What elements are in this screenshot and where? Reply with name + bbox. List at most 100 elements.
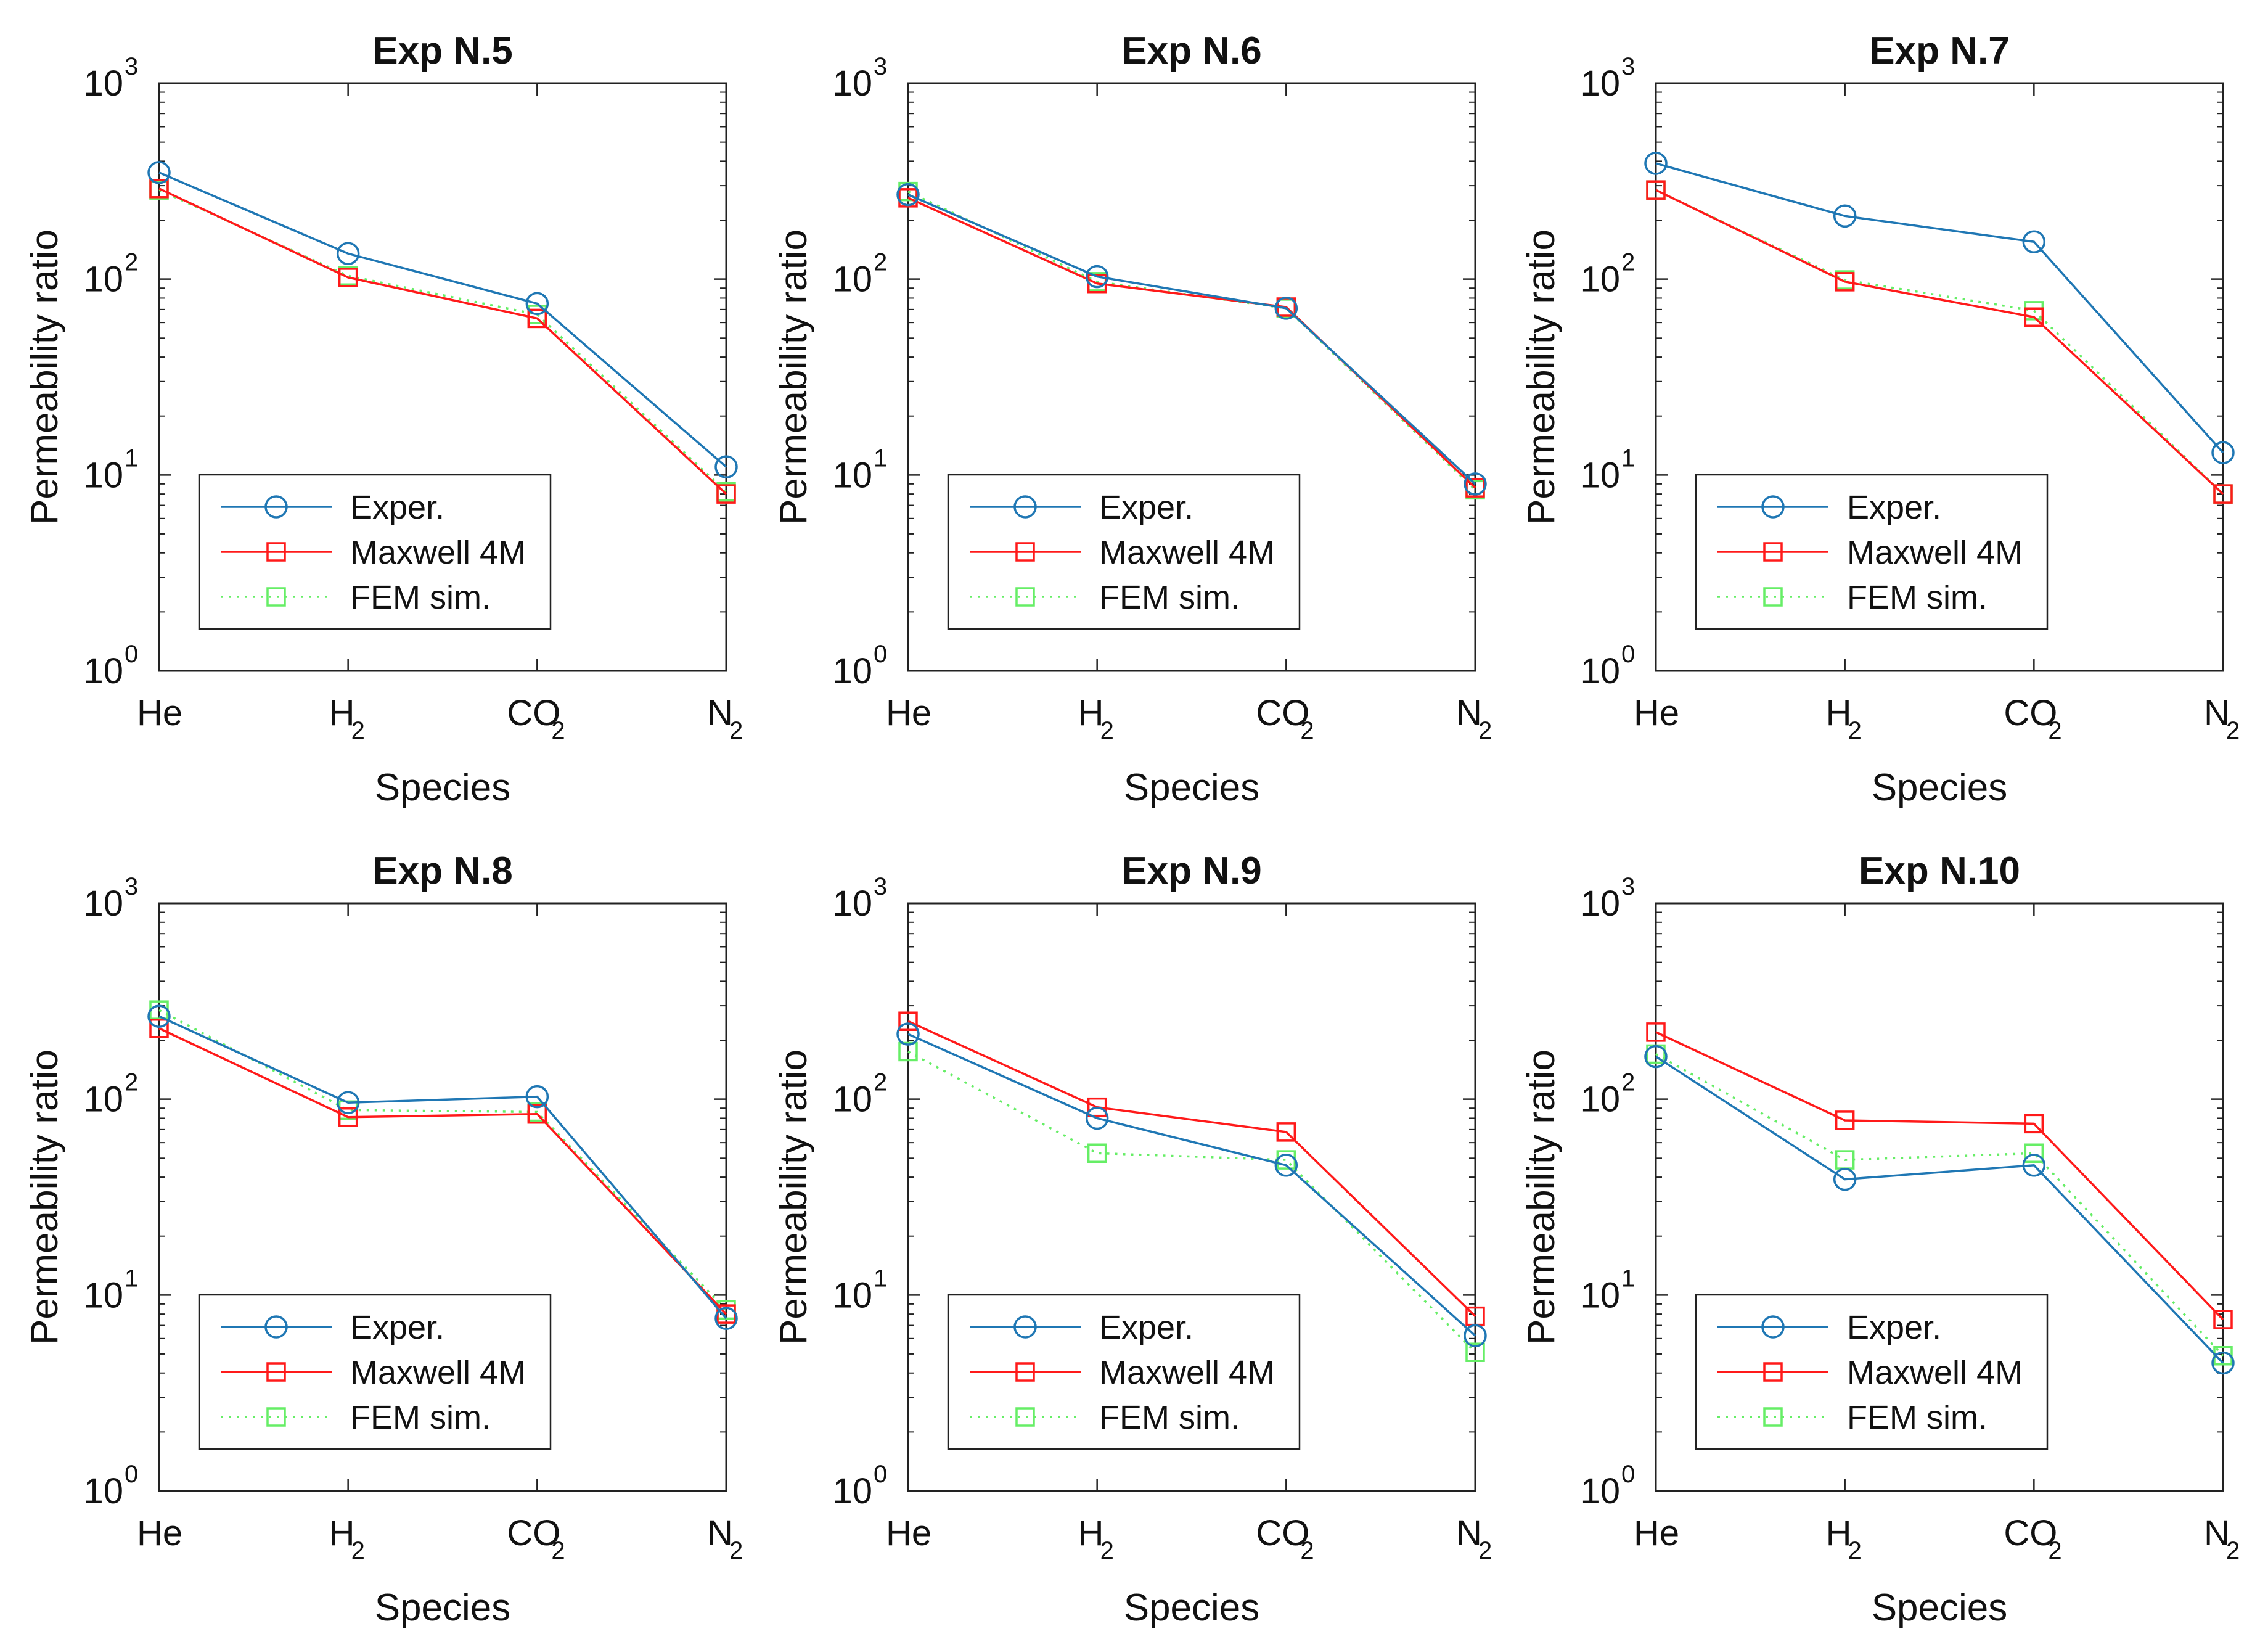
x-tick-label: N2 <box>1456 1513 1492 1564</box>
data-point <box>147 161 171 184</box>
legend-marker <box>264 495 288 519</box>
data-point <box>1833 1167 1857 1191</box>
data-point <box>1833 204 1857 228</box>
plot-title: Exp N.6 <box>1121 30 1261 72</box>
data-point <box>898 1011 918 1032</box>
x-tick-label: H2 <box>1078 1513 1114 1564</box>
y-axis-label: Permeability ratio <box>772 229 815 525</box>
x-tick-label: He <box>1634 693 1679 733</box>
y-tick-label: 10 <box>1580 651 1620 691</box>
y-tick-exponent: 1 <box>874 1265 887 1292</box>
legend-marker <box>266 1362 286 1382</box>
series-exper- <box>147 161 738 478</box>
y-tick-label: 10 <box>832 455 872 495</box>
data-point <box>1274 1154 1298 1177</box>
x-tick-label-subscript: 2 <box>351 1537 365 1564</box>
legend-marker <box>1015 1407 1035 1427</box>
y-tick-label: 10 <box>1580 455 1620 495</box>
legend-label: Maxwell 4M <box>1847 534 2023 571</box>
x-tick-label-base: He <box>886 1513 931 1553</box>
x-tick-label-base: H <box>329 1513 355 1553</box>
y-tick-exponent: 3 <box>1621 873 1635 900</box>
legend: Exper. Maxwell 4M FEM sim. <box>947 474 1301 630</box>
x-tick-label-subscript: 2 <box>1478 717 1492 744</box>
plot-title: Exp N.9 <box>1121 850 1261 892</box>
x-tick-label-subscript: 2 <box>1478 1537 1492 1564</box>
data-point <box>1274 297 1298 320</box>
x-tick-label: N2 <box>1456 693 1492 744</box>
y-tick-exponent: 3 <box>874 873 887 900</box>
y-axis-label: Permeability ratio <box>1520 229 1563 525</box>
x-tick-label-base: CO <box>2004 693 2057 733</box>
y-axis-label: Permeability ratio <box>1520 1049 1563 1345</box>
legend: Exper. Maxwell 4M FEM sim. <box>947 1294 1301 1450</box>
y-tick-label: 10 <box>83 260 123 300</box>
x-tick-label-subscript: 2 <box>551 1537 565 1564</box>
plot-title: Exp N.8 <box>372 850 512 892</box>
y-tick-label: 10 <box>832 1080 872 1120</box>
legend-label: Exper. <box>350 1309 444 1346</box>
x-tick-label-base: H <box>1078 1513 1104 1553</box>
data-point <box>714 455 738 478</box>
legend-marker <box>264 1315 288 1339</box>
series-line <box>158 1015 727 1320</box>
y-tick-exponent: 2 <box>874 249 887 276</box>
legend-label: FEM sim. <box>1099 1399 1240 1436</box>
data-point <box>1835 272 1855 292</box>
y-tick-exponent: 1 <box>125 445 138 472</box>
y-tick-exponent: 1 <box>1621 1265 1635 1292</box>
series-maxwell-4m <box>1646 180 2233 504</box>
y-tick-label: 10 <box>832 884 872 924</box>
x-tick-label-base: H <box>329 693 355 733</box>
x-axis-label: Species <box>375 766 511 809</box>
x-tick-label: CO2 <box>2004 693 2061 744</box>
data-point <box>2211 441 2235 464</box>
series-line <box>907 1033 1476 1337</box>
x-tick-label-base: N <box>707 693 733 733</box>
legend-marker <box>1763 1407 1783 1427</box>
y-tick-exponent: 1 <box>1621 445 1635 472</box>
series-line <box>907 1050 1476 1353</box>
x-tick-label: H2 <box>1826 693 1862 744</box>
x-tick-label-subscript: 2 <box>351 717 365 744</box>
x-tick-label: CO2 <box>507 1513 565 1564</box>
legend-box <box>947 474 1301 630</box>
legend-label: FEM sim. <box>1847 579 1988 616</box>
plot-title: Exp N.7 <box>1869 30 2009 72</box>
series-line <box>1655 1056 2224 1364</box>
x-tick-label: CO2 <box>2004 1513 2061 1564</box>
legend-marker <box>1013 1315 1037 1339</box>
legend-marker <box>1763 587 1783 607</box>
y-tick-exponent: 0 <box>874 641 887 668</box>
legend-label: Maxwell 4M <box>350 534 526 571</box>
data-point <box>1087 1097 1107 1117</box>
series-line <box>907 1020 1476 1317</box>
data-point <box>149 179 169 199</box>
x-tick-label: H2 <box>1078 693 1114 744</box>
y-tick-label: 10 <box>83 1471 123 1511</box>
x-tick-label: CO2 <box>1256 1513 1314 1564</box>
x-tick-label: N2 <box>2204 1513 2240 1564</box>
series-exper- <box>1644 1045 2235 1375</box>
data-point <box>714 1307 738 1330</box>
y-tick-exponent: 3 <box>125 873 138 900</box>
data-point <box>336 1091 360 1115</box>
series-exper- <box>896 183 1487 496</box>
x-tick-label-subscript: 2 <box>2226 1537 2240 1564</box>
x-tick-label-base: N <box>707 1513 733 1553</box>
x-tick-label-base: He <box>137 693 182 733</box>
data-point <box>2022 230 2046 253</box>
x-axis-label: Species <box>1872 1587 2008 1629</box>
legend-label: Exper. <box>1099 489 1193 526</box>
data-point <box>1646 1022 1666 1042</box>
legend-label: FEM sim. <box>350 579 491 616</box>
data-point <box>338 268 358 287</box>
data-point <box>525 292 549 316</box>
data-point <box>527 1104 547 1124</box>
series-line <box>1655 1031 2224 1321</box>
legend-marker <box>266 542 286 562</box>
series-line <box>158 187 727 495</box>
